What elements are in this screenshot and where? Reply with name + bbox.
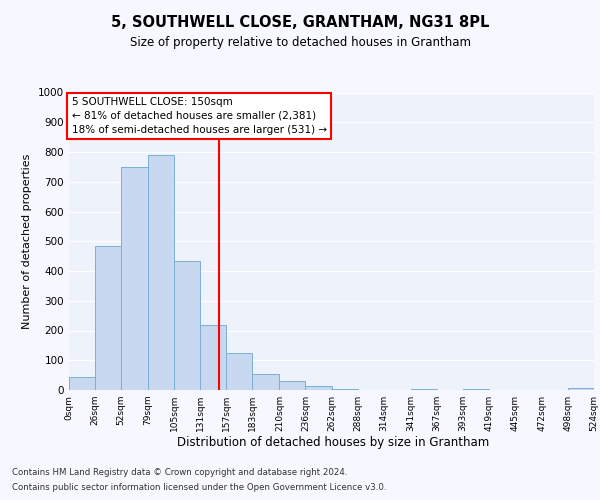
Text: Contains HM Land Registry data © Crown copyright and database right 2024.: Contains HM Land Registry data © Crown c… — [12, 468, 347, 477]
Bar — [410, 388, 437, 390]
Text: 5 SOUTHWELL CLOSE: 150sqm
← 81% of detached houses are smaller (2,381)
18% of se: 5 SOUTHWELL CLOSE: 150sqm ← 81% of detac… — [71, 97, 327, 135]
Bar — [280, 381, 305, 390]
Bar — [568, 388, 594, 390]
Y-axis label: Number of detached properties: Number of detached properties — [22, 154, 32, 329]
Bar — [200, 324, 226, 390]
Bar — [253, 374, 280, 390]
Text: Size of property relative to detached houses in Grantham: Size of property relative to detached ho… — [130, 36, 470, 49]
Bar — [121, 167, 148, 390]
Bar — [463, 388, 489, 390]
Bar — [69, 376, 95, 390]
Bar — [305, 386, 331, 390]
Bar — [331, 388, 358, 390]
Bar — [174, 260, 200, 390]
Text: Distribution of detached houses by size in Grantham: Distribution of detached houses by size … — [177, 436, 489, 449]
Text: Contains public sector information licensed under the Open Government Licence v3: Contains public sector information licen… — [12, 483, 386, 492]
Bar — [148, 155, 174, 390]
Text: 5, SOUTHWELL CLOSE, GRANTHAM, NG31 8PL: 5, SOUTHWELL CLOSE, GRANTHAM, NG31 8PL — [111, 15, 489, 30]
Bar — [226, 353, 253, 390]
Bar — [95, 246, 121, 390]
